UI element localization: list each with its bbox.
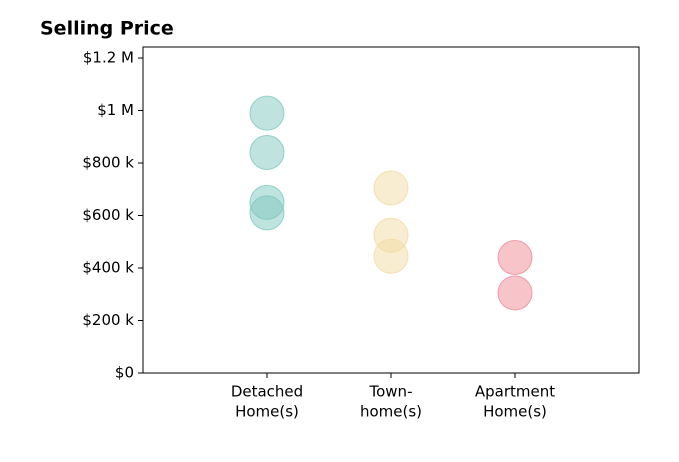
y-tick-label: $400 k bbox=[82, 259, 134, 277]
point bbox=[249, 135, 285, 171]
x-tick-label: Detached bbox=[231, 383, 303, 401]
y-tick-label: $800 k bbox=[82, 154, 134, 172]
point bbox=[373, 238, 409, 274]
point bbox=[497, 240, 533, 276]
point bbox=[249, 195, 285, 231]
y-tick-label: $200 k bbox=[82, 311, 134, 329]
point bbox=[497, 275, 533, 311]
x-tick-label: Home(s) bbox=[483, 403, 547, 421]
x-tick-label: home(s) bbox=[360, 403, 422, 421]
y-tick-label: $1 M bbox=[97, 101, 134, 119]
x-tick-label: Town- bbox=[369, 383, 413, 401]
plot-frame bbox=[142, 46, 640, 374]
y-tick-label: $1.2 M bbox=[83, 49, 134, 67]
point bbox=[249, 95, 285, 131]
chart-title: Selling Price bbox=[40, 18, 174, 40]
point bbox=[373, 170, 409, 206]
y-tick-label: $600 k bbox=[82, 206, 134, 224]
y-tick-label: $0 bbox=[115, 364, 134, 382]
x-tick-label: Apartment bbox=[475, 383, 555, 401]
x-tick-label: Home(s) bbox=[235, 403, 299, 421]
